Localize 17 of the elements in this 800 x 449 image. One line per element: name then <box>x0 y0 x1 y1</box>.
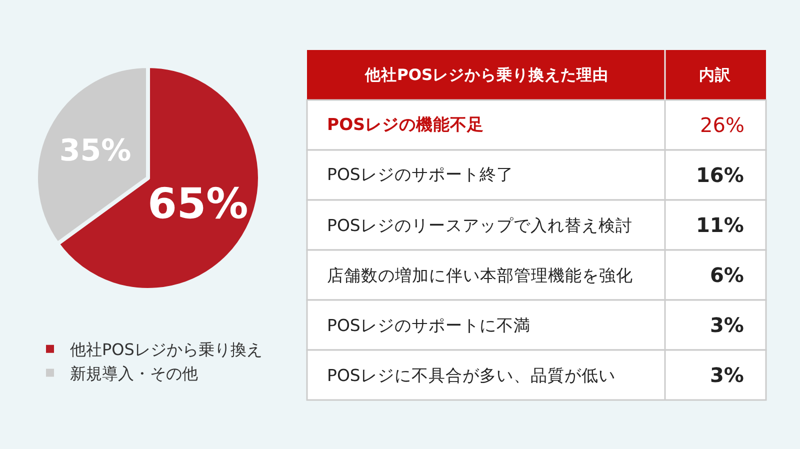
data-label: 3% <box>710 313 744 337</box>
data-label: 26% <box>700 113 744 137</box>
category-label: POSレジの機能不足 <box>327 115 484 134</box>
data-label: 3% <box>710 363 744 387</box>
category-label: POSレジのサポート終了 <box>327 165 514 184</box>
text: 内訳 <box>699 66 732 84</box>
category-label: POSレジのサポートに不満 <box>327 316 530 335</box>
data-label: 11% <box>696 213 744 237</box>
text: 他社POSレジから乗り換えた理由 <box>364 66 609 84</box>
data-label: 65% <box>148 178 248 228</box>
legend-label: 他社POSレジから乗り換え <box>70 340 262 360</box>
category-label: POSレジに不具合が多い、品質が低い <box>327 366 616 385</box>
category-label: POSレジのリースアップで入れ替え検討 <box>327 216 632 235</box>
data-label: 6% <box>710 263 744 287</box>
legend-label: 新規導入・その他 <box>70 364 198 383</box>
category-label: 店舗数の増加に伴い本部管理機能を強化 <box>327 266 633 285</box>
data-label: 16% <box>696 163 744 187</box>
